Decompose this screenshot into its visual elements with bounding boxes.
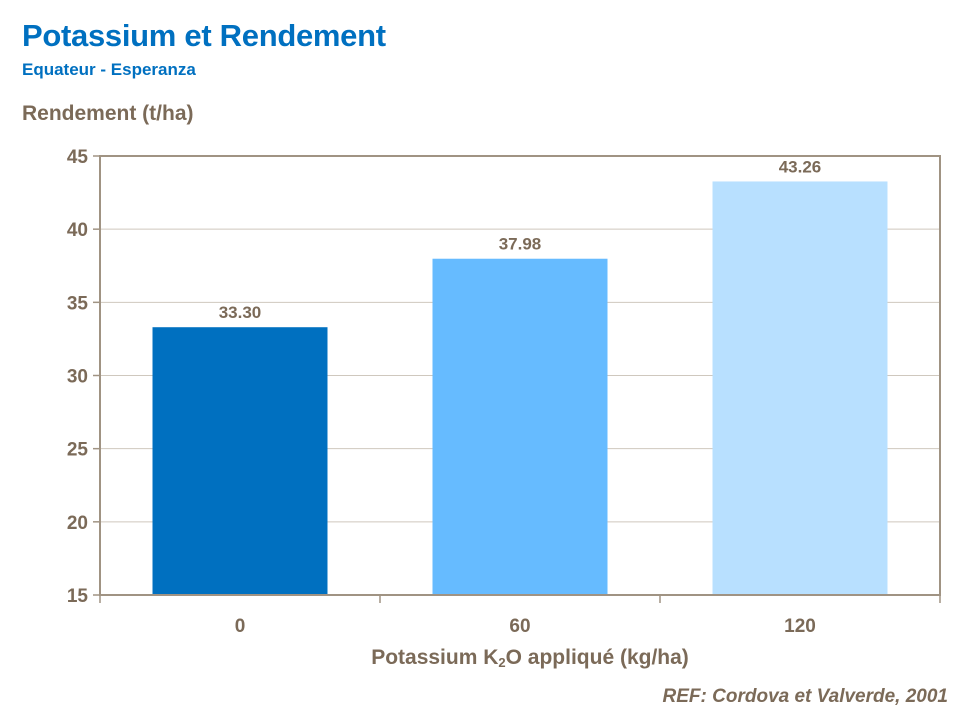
reference-note: REF: Cordova et Valverde, 2001 (662, 686, 948, 707)
y-tick-label: 45 (67, 147, 89, 168)
x-axis-label-part: O appliqué (kg/ha) (505, 646, 689, 669)
plot-border (99, 155, 941, 596)
x-tick-label: 120 (784, 616, 816, 637)
x-axis-label: Potassium K2O appliqué (kg/ha) (0, 646, 960, 670)
data-label: 37.98 (499, 235, 542, 254)
data-label: 33.30 (219, 303, 262, 322)
data-label: 43.26 (779, 157, 822, 176)
y-axis-label: Rendement (t/ha) (22, 102, 194, 125)
y-tick-label: 15 (67, 586, 89, 607)
y-tick-label: 20 (67, 513, 88, 534)
x-axis-label-subscript: 2 (498, 655, 506, 670)
bar-120 (712, 181, 888, 595)
y-tick-label: 25 (67, 440, 89, 461)
y-tick-label: 40 (67, 220, 88, 241)
chart-title: Potassium et Rendement (22, 18, 386, 53)
y-tick-label: 35 (67, 293, 89, 314)
bar-0 (152, 327, 328, 595)
x-tick-label: 0 (235, 616, 246, 637)
x-axis-label-part: Potassium K (371, 646, 499, 669)
chart-subtitle: Equateur - Esperanza (22, 60, 196, 79)
x-tick-label: 60 (509, 616, 530, 637)
bar-60 (432, 258, 608, 595)
y-tick-label: 30 (67, 367, 88, 388)
